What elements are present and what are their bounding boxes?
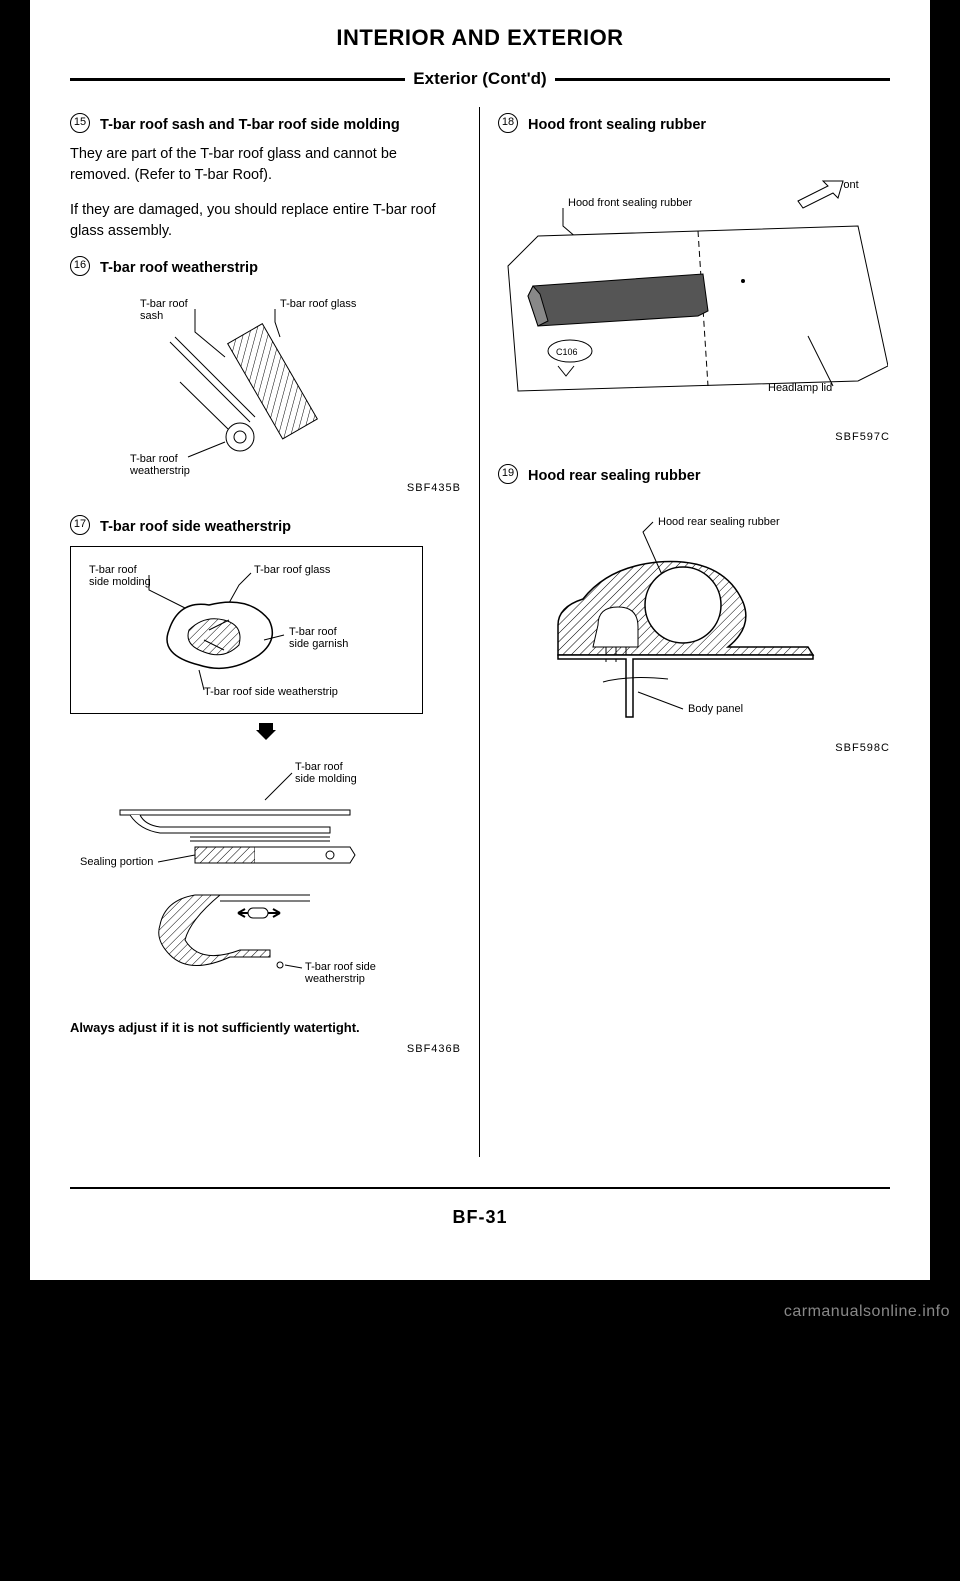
section-label: Exterior (Cont'd) (405, 69, 554, 89)
item-19-title: Hood rear sealing rubber (528, 468, 700, 484)
figure-code: SBF597C (498, 430, 890, 446)
rule-left (70, 78, 405, 81)
page-number: BF-31 (70, 1207, 890, 1228)
figure-code: SBF435B (70, 481, 461, 497)
circled-number-icon: 15 (70, 113, 90, 133)
circled-number-icon: 19 (498, 464, 518, 484)
figure-code: SBF436B (70, 1042, 461, 1058)
item-18-title: Hood front sealing rubber (528, 117, 706, 133)
item-15-heading: 15 T-bar roof sash and T-bar roof side m… (70, 113, 461, 136)
figure-caption: Always adjust if it is not sufficiently … (70, 1019, 461, 1038)
figure-code: SBF598C (498, 741, 890, 757)
figure-sbf435b: T-bar roofsash T-bar roof glass (70, 287, 461, 477)
chapter-title: INTERIOR AND EXTERIOR (70, 25, 890, 51)
page-container: INTERIOR AND EXTERIOR Exterior (Cont'd) … (0, 0, 960, 1581)
svg-text:T-bar roofside molding: T-bar roofside molding (89, 564, 151, 588)
item-16-title: T-bar roof weatherstrip (100, 260, 258, 276)
item-17-heading: 17 T-bar roof side weatherstrip (70, 515, 461, 538)
svg-text:T-bar roofweatherstrip: T-bar roofweatherstrip (129, 453, 190, 477)
watermark-text: carmanualsonline.info (784, 1303, 950, 1321)
svg-text:Body panel: Body panel (688, 703, 743, 715)
item-15-para-2: If they are damaged, you should replace … (70, 200, 461, 242)
figure-sbf436b-top: T-bar roofside molding T-bar roof glass … (70, 546, 423, 714)
svg-text:Hood rear sealing rubber: Hood rear sealing rubber (658, 516, 780, 528)
figure-sbf598c: Hood rear sealing rubber (498, 507, 890, 737)
item-17-title: T-bar roof side weatherstrip (100, 519, 291, 535)
svg-text:T-bar roofside molding: T-bar roofside molding (295, 761, 357, 785)
svg-text:T-bar roof side weatherstrip: T-bar roof side weatherstrip (204, 686, 338, 698)
svg-text:T-bar roofside garnish: T-bar roofside garnish (289, 626, 348, 650)
arrow-down-icon (70, 720, 461, 747)
paper-sheet: INTERIOR AND EXTERIOR Exterior (Cont'd) … (30, 0, 930, 1280)
svg-text:T-bar roof sideweatherstrip: T-bar roof sideweatherstrip (304, 961, 376, 985)
column-right: 18 Hood front sealing rubber Front Hood … (480, 107, 890, 1157)
svg-text:Sealing portion: Sealing portion (80, 856, 153, 868)
label-glass: T-bar roof glass (280, 298, 357, 310)
figure-sbf597c: Front Hood front sealing rubber (498, 166, 890, 426)
item-15-para-1: They are part of the T-bar roof glass an… (70, 144, 461, 186)
svg-text:Headlamp lid: Headlamp lid (768, 382, 832, 394)
rule-right (555, 78, 890, 81)
item-15-title: T-bar roof sash and T-bar roof side mold… (100, 117, 400, 133)
figure-sbf436b-bottom: T-bar roofside molding Sealing portion (70, 755, 461, 1038)
svg-text:T-bar roof glass: T-bar roof glass (254, 564, 331, 576)
content-columns: 15 T-bar roof sash and T-bar roof side m… (70, 107, 890, 1189)
circled-number-icon: 16 (70, 256, 90, 276)
column-left: 15 T-bar roof sash and T-bar roof side m… (70, 107, 480, 1157)
circled-number-icon: 17 (70, 515, 90, 535)
svg-text:Hood front sealing rubber: Hood front sealing rubber (568, 197, 692, 209)
item-16-heading: 16 T-bar roof weatherstrip (70, 256, 461, 279)
circled-number-icon: 18 (498, 113, 518, 133)
item-19-heading: 19 Hood rear sealing rubber (498, 464, 890, 487)
section-header: Exterior (Cont'd) (70, 69, 890, 89)
label-sash: T-bar roofsash (140, 298, 189, 322)
svg-text:C106: C106 (556, 347, 578, 357)
item-18-heading: 18 Hood front sealing rubber (498, 113, 890, 136)
